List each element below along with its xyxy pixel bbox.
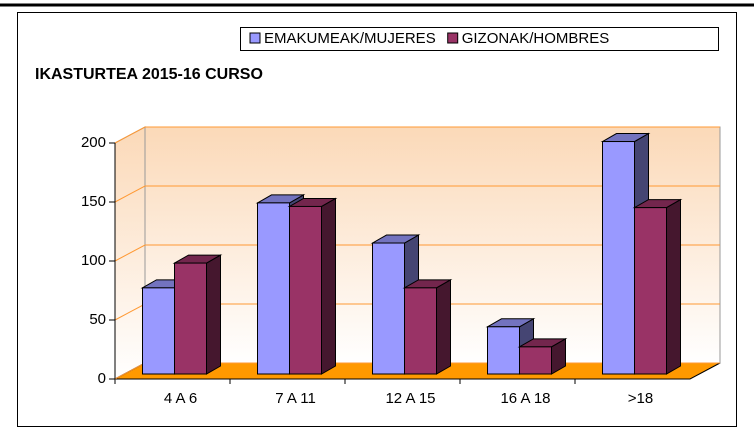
- bar: [402, 278, 453, 375]
- bar: [287, 197, 338, 375]
- y-tick-label: 100: [81, 252, 106, 269]
- x-tick-label: 12 A 15: [385, 390, 435, 407]
- chart-title: IKASTURTEA 2015-16 CURSO: [35, 66, 263, 83]
- grid-line: [114, 244, 720, 262]
- bar: [485, 317, 536, 375]
- bar-side: [206, 254, 221, 375]
- chart-frame: [17, 12, 737, 427]
- legend-box: [240, 27, 719, 51]
- bar-front: [174, 262, 207, 375]
- y-tick-label: 150: [81, 193, 106, 210]
- bar: [600, 132, 651, 375]
- bar: [172, 254, 223, 375]
- y-tick-label: 200: [81, 134, 106, 151]
- grid-line: [114, 126, 720, 144]
- bar-front: [602, 141, 635, 375]
- x-tick-label: 16 A 18: [500, 390, 550, 407]
- bar-front: [487, 326, 520, 375]
- x-tick-label: >18: [628, 390, 653, 407]
- bar-front: [404, 287, 437, 375]
- bar-front: [289, 205, 322, 375]
- bar-front: [634, 207, 667, 375]
- grid-line: [114, 185, 720, 203]
- legend-label: EMAKUMEAK/MUJERES: [264, 30, 436, 47]
- legend: EMAKUMEAK/MUJERES GIZONAK/HOMBRES: [240, 27, 719, 51]
- bar-front: [372, 242, 405, 375]
- bar-front: [257, 202, 290, 375]
- bar-side: [321, 197, 336, 375]
- legend-swatch: [447, 32, 459, 44]
- bar: [632, 198, 683, 375]
- bar-front: [519, 346, 552, 375]
- legend-label: GIZONAK/HOMBRES: [462, 30, 610, 47]
- legend-swatch: [249, 32, 261, 44]
- x-tick-label: 7 A 11: [275, 390, 316, 407]
- bar-front: [142, 287, 175, 375]
- y-tick-label: 0: [98, 370, 106, 387]
- y-tick-label: 50: [89, 311, 106, 328]
- bar-side: [436, 278, 451, 375]
- bar-side: [666, 198, 681, 375]
- bar: [517, 337, 568, 375]
- x-tick-label: 4 A 6: [164, 390, 197, 407]
